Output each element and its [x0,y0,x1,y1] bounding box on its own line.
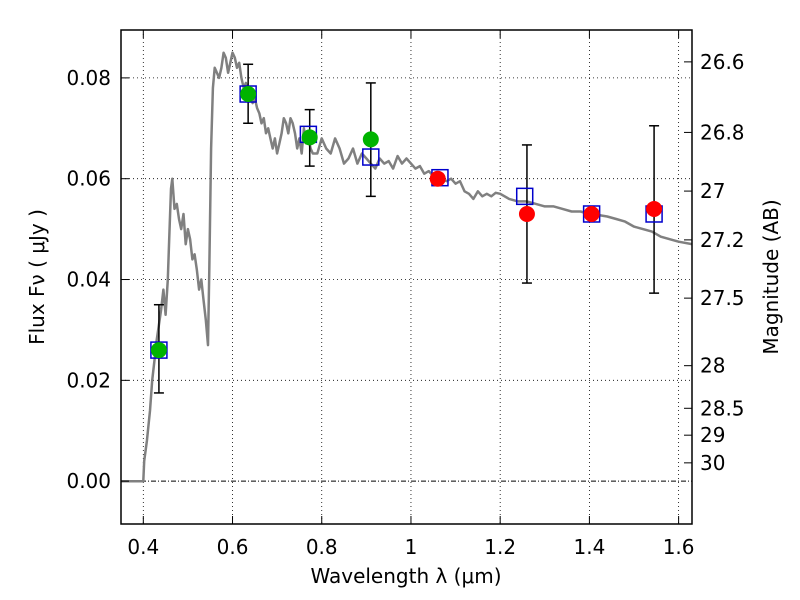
red-point [518,205,535,222]
magnitude-tick-label: 27.2 [700,228,745,252]
x-tick-label: 1.2 [484,535,516,559]
red-point [583,205,600,222]
red-point [646,200,663,217]
green-point-markers [150,86,379,359]
green-point [150,342,167,359]
magnitude-tick-label: 26.6 [700,50,745,74]
magnitude-axis-title: Magnitude (AB) [759,199,783,354]
magnitude-tick-label: 27 [700,179,725,203]
y-axis-title: Flux Fν ( μJy ) [25,209,49,345]
y-tick-label: 0.02 [66,368,111,392]
y-tick-label: 0.06 [66,167,111,191]
magnitude-tick-label: 26.8 [700,120,745,144]
magnitude-axis-ticks: 26.6 26.8 27 27.2 27.5 28 28.5 29 30 [684,50,745,475]
magnitude-tick-label: 30 [700,451,725,475]
x-tick-label: 0.8 [306,535,338,559]
y-axis-ticks: 0.00 0.02 0.04 0.06 0.08 [66,66,129,493]
green-point [362,131,379,148]
x-tick-label: 1 [405,535,418,559]
x-tick-label: 1.6 [663,535,695,559]
green-point [240,86,257,103]
x-tick-label: 1.4 [573,535,605,559]
x-tick-label: 0.4 [127,535,159,559]
x-axis-title: Wavelength λ (μm) [310,564,501,588]
y-tick-label: 0.00 [66,469,111,493]
red-point-markers [429,170,663,222]
magnitude-tick-label: 27.5 [700,286,745,310]
model-square-marker [362,148,380,166]
y-tick-label: 0.08 [66,66,111,90]
red-point [429,170,446,187]
x-tick-label: 0.6 [217,535,249,559]
grid-lines [121,30,692,524]
magnitude-tick-label: 28.5 [700,396,745,420]
magnitude-tick-label: 29 [700,423,725,447]
magnitude-tick-label: 28 [700,354,725,378]
y-tick-label: 0.04 [66,268,111,292]
model-square-markers [150,85,663,359]
error-bars [153,63,660,394]
model-square-marker [515,187,534,206]
x-axis-ticks: 0.4 0.6 0.8 1 1.2 1.4 1.6 [127,30,695,559]
green-point [301,129,318,146]
model-spectrum-line [121,51,692,483]
plot-frame [120,29,693,525]
